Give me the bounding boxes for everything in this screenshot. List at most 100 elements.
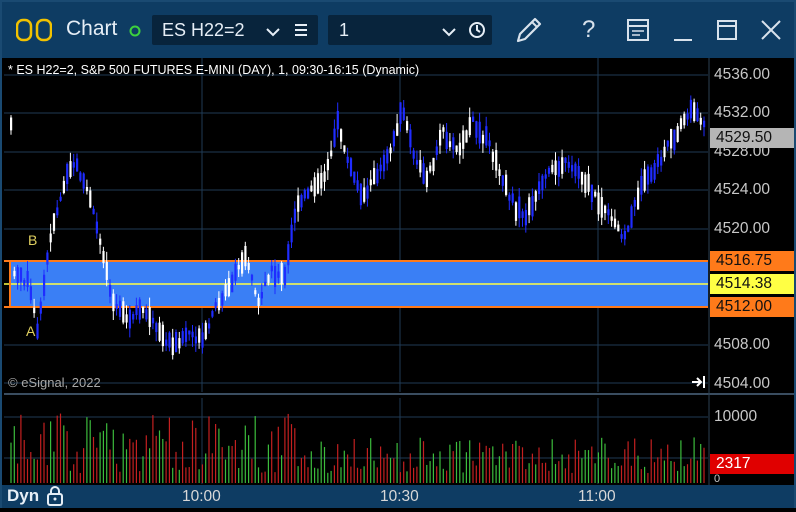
candle-body xyxy=(115,304,118,310)
candle-body xyxy=(392,131,395,147)
toggle-icon[interactable] xyxy=(15,18,53,47)
candle-body xyxy=(623,230,626,240)
list-menu-icon[interactable] xyxy=(294,23,308,42)
interval-input[interactable]: 1 xyxy=(328,15,492,45)
lock-icon[interactable] xyxy=(45,485,65,512)
candle-body xyxy=(663,146,666,158)
pencil-icon[interactable] xyxy=(513,14,545,51)
candle-body xyxy=(297,195,300,212)
candle-body xyxy=(109,284,112,297)
candle-body xyxy=(39,301,42,314)
candle-body xyxy=(521,211,524,218)
candle-body xyxy=(323,171,326,182)
candle-body xyxy=(386,149,389,164)
candle-body xyxy=(356,180,359,191)
candle-body xyxy=(204,322,207,340)
candle-body xyxy=(584,174,587,193)
candle-body xyxy=(142,306,145,313)
candle-body xyxy=(534,191,537,202)
candle-body xyxy=(237,265,240,270)
candle-body xyxy=(637,187,640,210)
candle-body xyxy=(676,126,679,142)
clock-icon[interactable] xyxy=(468,21,486,44)
candle-body xyxy=(171,337,174,356)
marker-a[interactable]: A xyxy=(26,323,36,339)
candle-body xyxy=(396,123,399,136)
candle-body xyxy=(491,151,494,162)
candle-body xyxy=(594,191,597,197)
candle-body xyxy=(46,252,49,265)
candle-body xyxy=(699,117,702,125)
candle-body xyxy=(343,145,346,152)
candle-body xyxy=(257,297,260,307)
candle-body xyxy=(19,267,23,282)
candle-body xyxy=(389,147,392,154)
candle-body xyxy=(208,323,211,329)
grid-lines xyxy=(4,58,708,484)
candle-body xyxy=(528,197,531,216)
minimize-icon[interactable] xyxy=(672,20,694,47)
marker-b[interactable]: B xyxy=(28,232,38,248)
candle-body xyxy=(472,116,475,122)
candle-body xyxy=(363,187,366,202)
candle-body xyxy=(429,165,432,172)
candle-body xyxy=(369,179,372,186)
chevron-down-icon[interactable] xyxy=(442,24,456,42)
candle-body xyxy=(125,314,128,323)
scroll-to-end-icon[interactable] xyxy=(691,375,707,394)
candle-body xyxy=(194,336,197,344)
candle-body xyxy=(409,129,412,148)
candle-body xyxy=(23,280,26,287)
candle-body xyxy=(554,160,557,176)
volume-axis-label: 10000 xyxy=(714,408,758,425)
candle-body xyxy=(224,284,227,297)
candle-body xyxy=(373,168,376,185)
time-axis-bar[interactable] xyxy=(2,485,794,508)
candle-body xyxy=(138,299,141,320)
chevron-down-icon[interactable] xyxy=(266,24,280,42)
candle-body xyxy=(76,158,79,172)
candle-body xyxy=(442,127,445,132)
candle-body xyxy=(13,270,16,277)
help-icon[interactable]: ? xyxy=(582,16,596,43)
candle-body xyxy=(670,128,673,149)
candle-body xyxy=(462,130,465,149)
price-axis-label: 4520.00 xyxy=(714,220,771,237)
candle-body xyxy=(643,169,646,191)
zone-band[interactable] xyxy=(4,260,708,308)
volume-axis-zero: 0 xyxy=(714,473,721,485)
candle-body xyxy=(600,197,603,218)
candle-body xyxy=(234,263,237,281)
candle-body xyxy=(349,158,353,176)
candle-body xyxy=(336,110,339,130)
price-axis-label: 4508.00 xyxy=(714,336,771,353)
candle-body xyxy=(551,164,554,173)
candle-body xyxy=(485,126,488,146)
candle-body xyxy=(353,171,356,183)
candle-body xyxy=(293,208,296,223)
dynamic-mode-label[interactable]: Dyn xyxy=(7,486,40,505)
candle-body xyxy=(158,322,161,341)
maximize-icon[interactable] xyxy=(716,19,738,46)
candle-body xyxy=(270,265,273,272)
close-icon[interactable] xyxy=(760,19,782,46)
candle-body xyxy=(666,140,669,147)
candle-body xyxy=(211,311,214,317)
copyright-label: © eSignal, 2022 xyxy=(8,375,101,390)
candle-body xyxy=(95,221,98,234)
candle-body xyxy=(89,190,92,208)
band-mid-tag: 4514.38 xyxy=(710,274,794,294)
price-axis-label: 4532.00 xyxy=(714,104,771,121)
candle-body xyxy=(646,166,650,185)
candle-body xyxy=(135,305,138,316)
form-panel-icon[interactable] xyxy=(626,18,650,47)
candle-body xyxy=(244,245,247,267)
symbol-input[interactable]: ES H22=2 xyxy=(152,15,318,45)
candle-body xyxy=(165,339,168,346)
candle-body xyxy=(439,129,442,146)
candle-body xyxy=(43,274,46,296)
candle-body xyxy=(686,113,689,120)
candle-body xyxy=(198,328,201,343)
candle-body xyxy=(148,307,151,328)
